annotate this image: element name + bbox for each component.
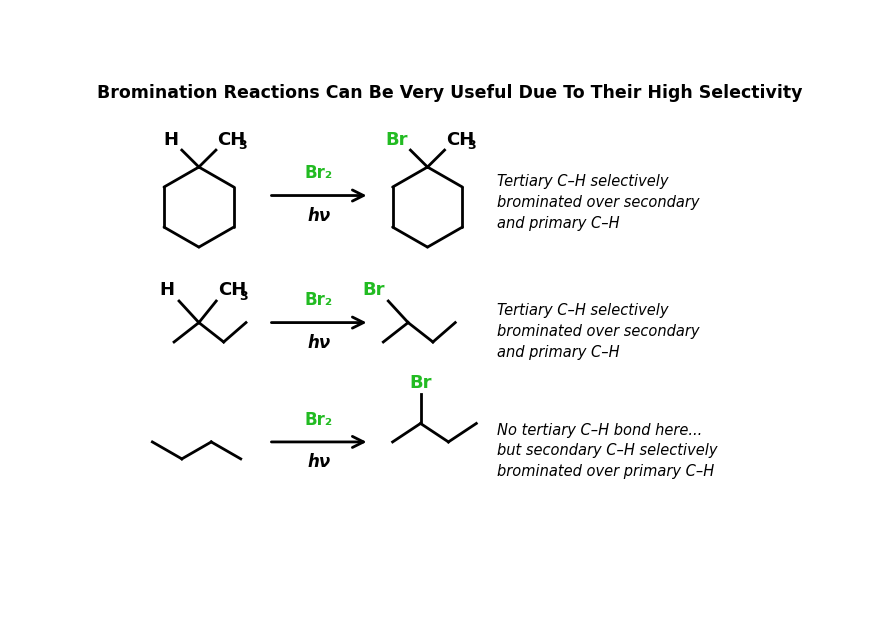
Text: brominated over secondary: brominated over secondary	[496, 195, 699, 210]
Text: Br₂: Br₂	[304, 292, 332, 310]
Text: 3: 3	[239, 290, 247, 302]
Text: 3: 3	[239, 139, 246, 152]
Text: Br: Br	[409, 374, 431, 392]
Text: Br₂: Br₂	[304, 411, 332, 429]
Text: Br₂: Br₂	[304, 164, 332, 182]
Text: hν: hν	[307, 453, 331, 471]
Text: No tertiary C–H bond here...: No tertiary C–H bond here...	[496, 423, 702, 438]
Text: Tertiary C–H selectively: Tertiary C–H selectively	[496, 304, 668, 318]
Text: brominated over primary C–H: brominated over primary C–H	[496, 464, 714, 480]
Text: brominated over secondary: brominated over secondary	[496, 324, 699, 339]
Text: CH: CH	[446, 131, 474, 149]
Text: H: H	[160, 281, 175, 299]
Text: H: H	[163, 131, 179, 149]
Text: Br: Br	[385, 131, 408, 149]
Text: Br: Br	[362, 281, 385, 299]
Text: Bromination Reactions Can Be Very Useful Due To Their High Selectivity: Bromination Reactions Can Be Very Useful…	[97, 84, 802, 102]
Text: 3: 3	[467, 139, 475, 152]
Text: CH: CH	[217, 282, 246, 299]
Text: but secondary C–H selectively: but secondary C–H selectively	[496, 443, 717, 458]
Text: Tertiary C–H selectively: Tertiary C–H selectively	[496, 174, 668, 189]
Text: and primary C–H: and primary C–H	[496, 216, 619, 231]
Text: CH: CH	[217, 131, 246, 149]
Text: hν: hν	[307, 334, 331, 352]
Text: and primary C–H: and primary C–H	[496, 345, 619, 360]
Text: hν: hν	[307, 207, 331, 225]
